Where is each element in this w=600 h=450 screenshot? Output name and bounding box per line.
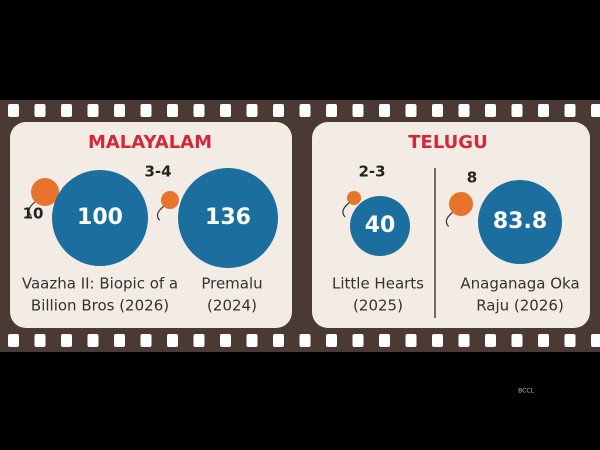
sprocket-hole (352, 104, 364, 117)
sprocket-hole (87, 104, 99, 117)
sprocket-holes (8, 104, 600, 347)
big-value: 83.8 (493, 209, 547, 234)
sprocket-hole (140, 104, 152, 117)
sprocket-hole (246, 104, 258, 117)
sprocket-hole (485, 104, 496, 117)
sprocket-hole (538, 334, 549, 347)
big-value: 100 (77, 205, 123, 230)
sprocket-hole (511, 334, 523, 347)
big-circle (350, 196, 410, 256)
sprocket-hole (432, 334, 443, 347)
sprocket-hole (167, 104, 178, 117)
small-circle (347, 191, 361, 205)
sprocket-hole (140, 334, 152, 347)
sprocket-hole (564, 334, 576, 347)
film-caption: Raju (2026) (476, 297, 564, 315)
sprocket-hole (326, 334, 337, 347)
connector (28, 201, 36, 217)
sprocket-hole (432, 104, 443, 117)
sprocket-hole (458, 334, 470, 347)
big-circle (478, 180, 562, 264)
small-circle (161, 191, 179, 209)
film-caption: Premalu (201, 275, 262, 293)
panel-title: TELUGU (408, 132, 487, 153)
big-value: 136 (205, 205, 251, 230)
sprocket-hole (458, 104, 470, 117)
sprocket-hole (193, 334, 205, 347)
sprocket-hole (405, 334, 417, 347)
sprocket-hole (8, 104, 19, 117)
connector (445, 211, 453, 227)
small-value: 2-3 (358, 163, 385, 181)
big-circle (178, 168, 278, 268)
sprocket-hole (34, 104, 46, 117)
sprocket-hole (61, 334, 72, 347)
small-value: 10 (23, 205, 44, 223)
sprocket-hole (379, 104, 390, 117)
sprocket-hole (220, 104, 231, 117)
panel-title: MALAYALAM (88, 132, 212, 153)
film-caption: Billion Bros (2026) (31, 297, 169, 315)
small-circle (449, 192, 473, 216)
sprocket-hole (299, 104, 311, 117)
film-caption: (2024) (207, 297, 257, 315)
film-caption: Vaazha II: Biopic of a (22, 275, 178, 293)
sprocket-hole (34, 334, 46, 347)
sprocket-hole (352, 334, 364, 347)
sprocket-hole (405, 104, 417, 117)
sprocket-hole (591, 104, 600, 117)
connector (156, 205, 165, 221)
sprocket-hole (299, 334, 311, 347)
sprocket-hole (220, 334, 231, 347)
sprocket-hole (246, 334, 258, 347)
sprocket-hole (485, 334, 496, 347)
sprocket-hole (8, 334, 19, 347)
small-value: 8 (467, 169, 477, 187)
small-circle (31, 178, 59, 206)
small-value: 3-4 (144, 163, 171, 181)
sprocket-hole (114, 104, 125, 117)
sprocket-hole (61, 104, 72, 117)
sprocket-hole (273, 104, 284, 117)
credit: BCCL (518, 388, 534, 395)
sprocket-hole (193, 104, 205, 117)
sprocket-hole (591, 334, 600, 347)
big-circle (52, 170, 148, 266)
film-caption: Little Hearts (332, 275, 424, 293)
sprocket-hole (511, 104, 523, 117)
sprocket-hole (538, 104, 549, 117)
big-value: 40 (365, 213, 396, 238)
sprocket-hole (273, 334, 284, 347)
connector (342, 202, 350, 218)
film-caption: (2025) (353, 297, 403, 315)
sprocket-hole (167, 334, 178, 347)
sprocket-hole (87, 334, 99, 347)
panel (312, 122, 590, 328)
sprocket-hole (564, 104, 576, 117)
sprocket-hole (114, 334, 125, 347)
sprocket-hole (379, 334, 390, 347)
sprocket-hole (326, 104, 337, 117)
film-caption: Anaganaga Oka (460, 275, 579, 293)
